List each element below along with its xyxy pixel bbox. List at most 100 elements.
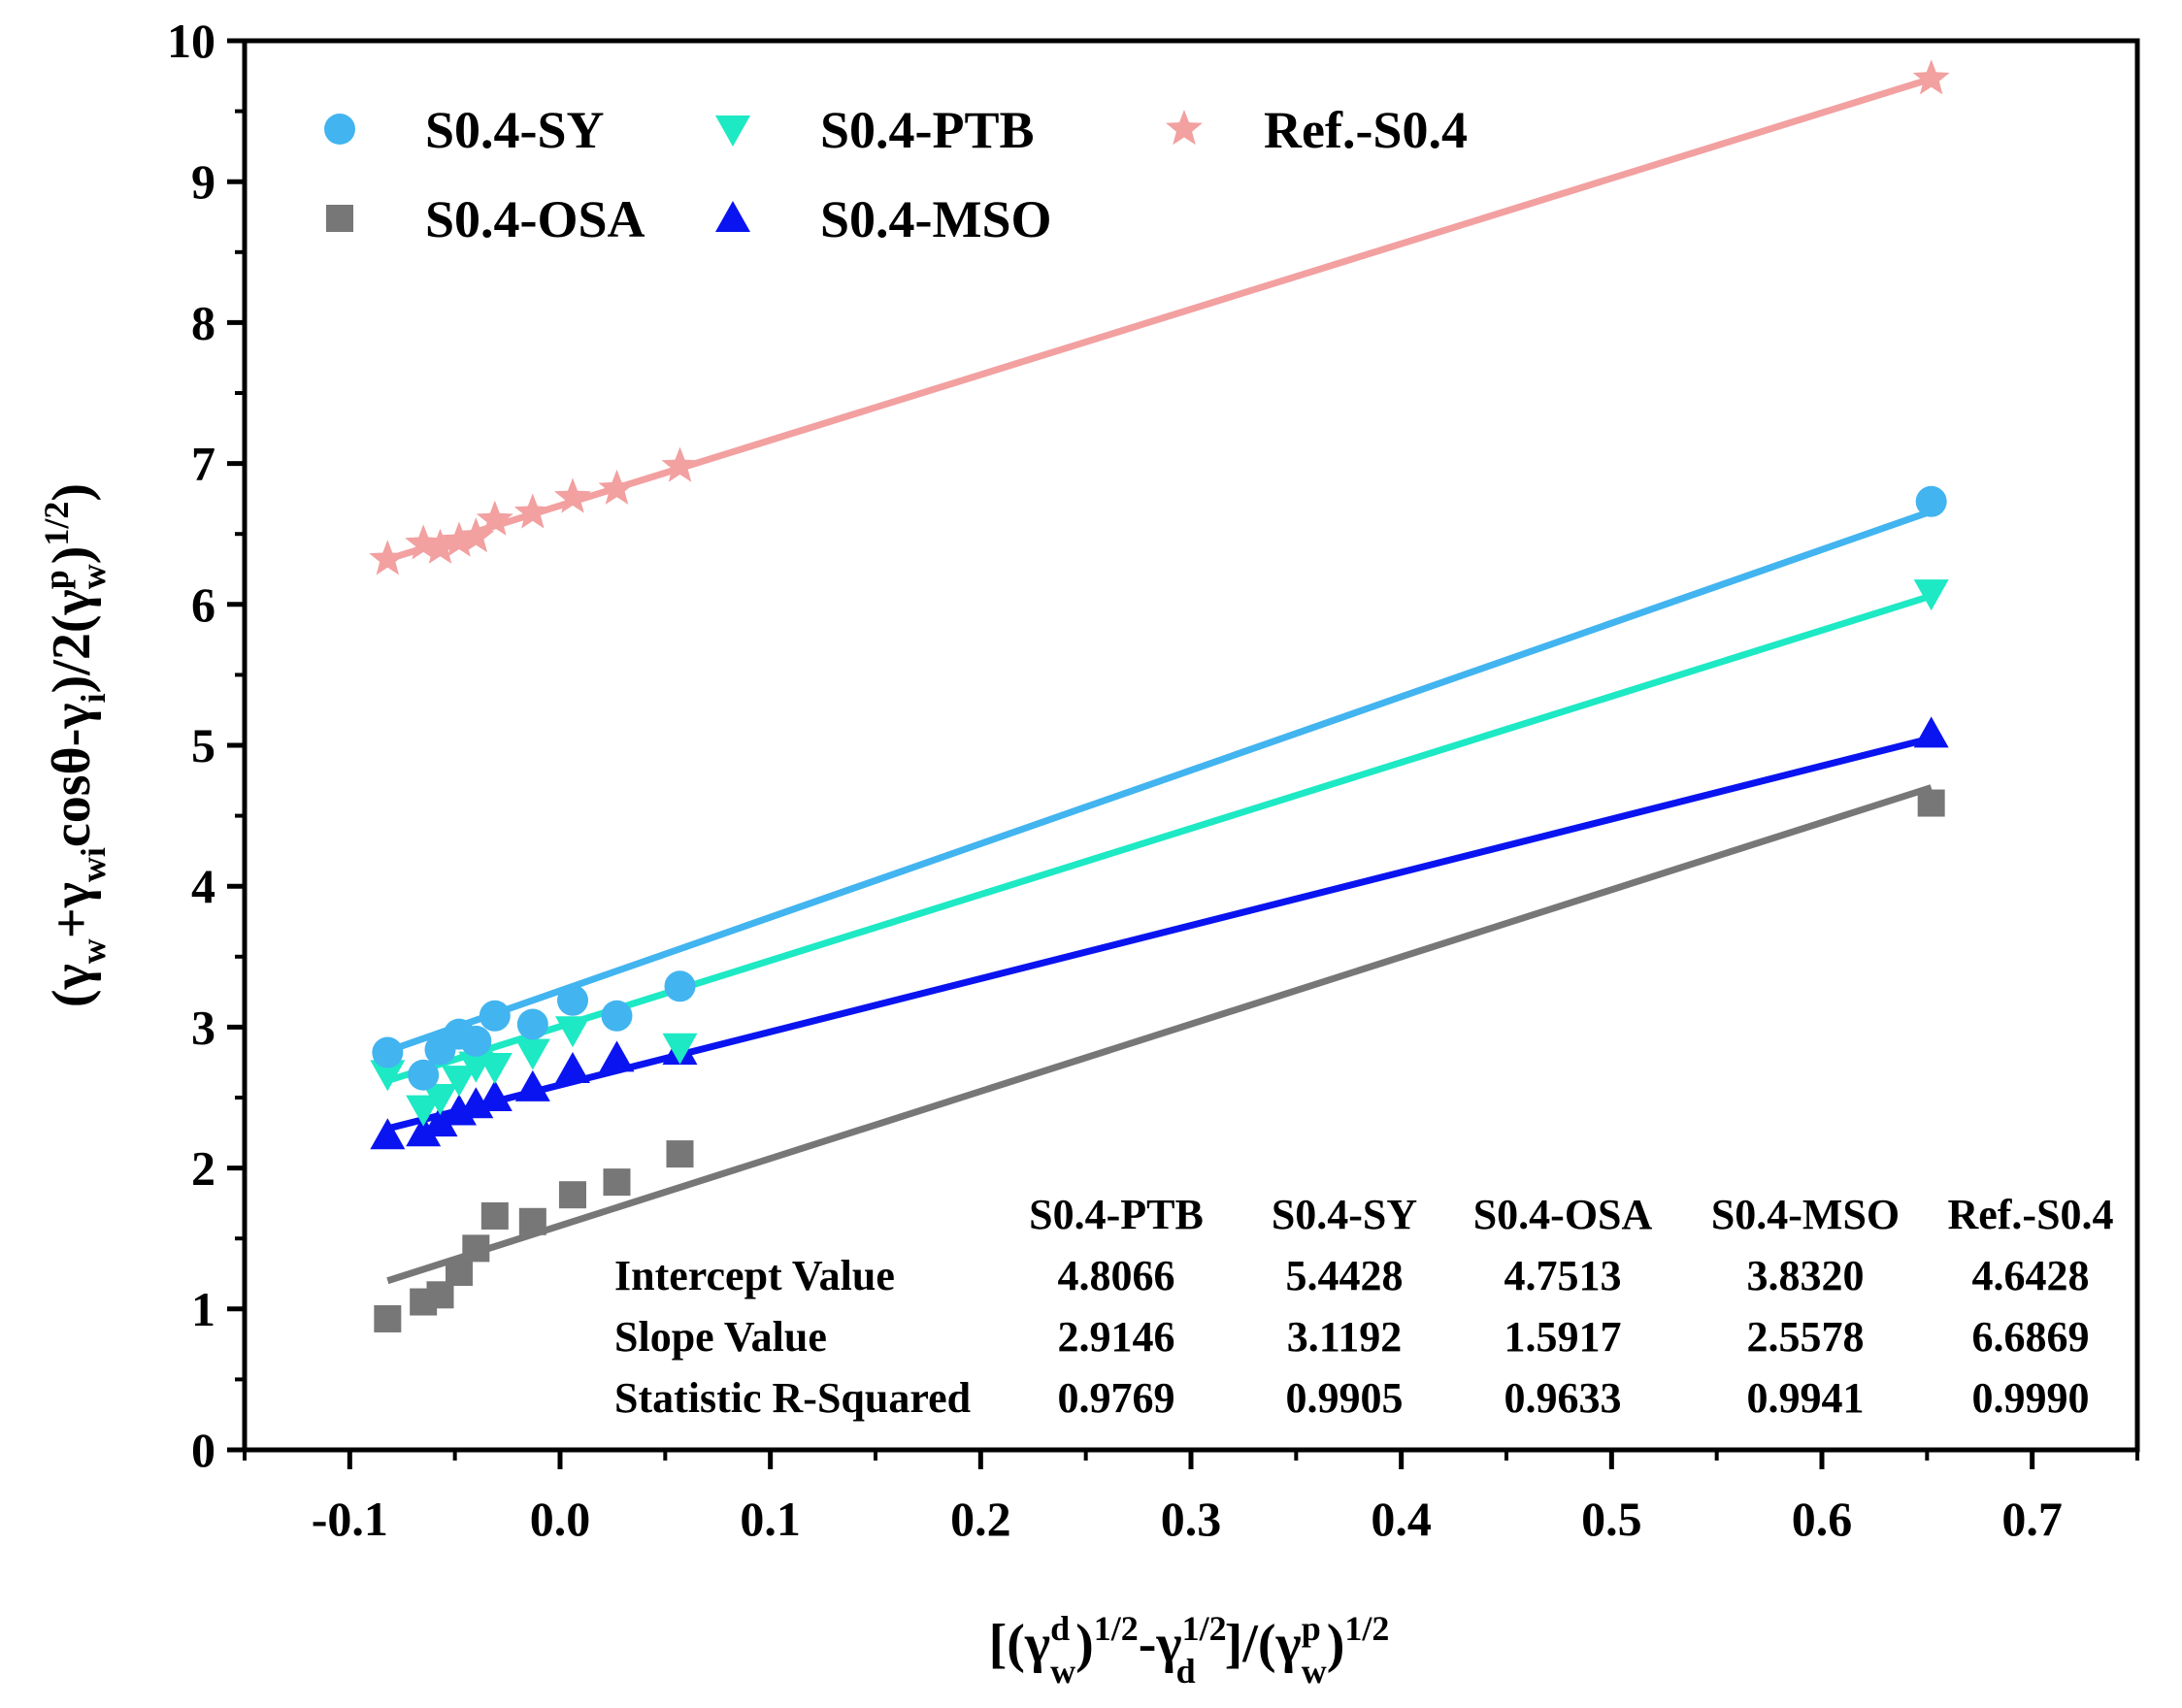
point-S0.4-SY bbox=[479, 1000, 511, 1032]
y-tick-label: 0 bbox=[191, 1423, 215, 1477]
table-cell: 0.9990 bbox=[1972, 1374, 2090, 1422]
point-S0.4-MSO bbox=[1913, 716, 1949, 748]
point-S0.4-PTB bbox=[1913, 579, 1949, 611]
point-S0.4-PTB bbox=[477, 1053, 512, 1085]
x-tick-label: 0.6 bbox=[1792, 1492, 1853, 1546]
point-S0.4-SY bbox=[664, 970, 696, 1002]
fit-line-S0.4-PTB bbox=[386, 592, 1933, 1084]
table-row-label: Statistic R-Squared bbox=[614, 1374, 971, 1422]
table-cell: 2.5578 bbox=[1747, 1313, 1865, 1361]
legend-marker-Ref.-S0.4 bbox=[1166, 110, 1203, 146]
x-tick-label: 0.0 bbox=[530, 1492, 591, 1546]
point-Ref.-S0.4 bbox=[554, 477, 591, 513]
y-axis-title: (γw+γwicosθ-γi)/2(γpw)1/2) bbox=[37, 483, 113, 1007]
point-Ref.-S0.4 bbox=[421, 528, 459, 564]
point-S0.4-SY bbox=[1915, 485, 1947, 517]
data-markers bbox=[369, 59, 1950, 1332]
table-cell: 4.8066 bbox=[1058, 1252, 1175, 1299]
point-Ref.-S0.4 bbox=[476, 500, 513, 536]
point-S0.4-SY bbox=[408, 1059, 440, 1091]
fit-line-S0.4-MSO bbox=[386, 735, 1933, 1133]
point-S0.4-SY bbox=[372, 1036, 404, 1068]
table-column-header: S0.4-PTB bbox=[1029, 1191, 1204, 1238]
point-S0.4-OSA bbox=[480, 1201, 509, 1230]
point-S0.4-PTB bbox=[370, 1060, 406, 1092]
point-S0.4-OSA bbox=[446, 1259, 473, 1287]
legend-label-S0.4-SY: S0.4-SY bbox=[425, 101, 605, 159]
point-S0.4-OSA bbox=[603, 1168, 631, 1197]
y-tick-label: 4 bbox=[191, 859, 215, 913]
point-Ref.-S0.4 bbox=[369, 540, 407, 575]
y-tick-label: 3 bbox=[191, 1000, 215, 1054]
x-tick-label: 0.1 bbox=[740, 1492, 801, 1546]
x-tick-label: 0.3 bbox=[1161, 1492, 1222, 1546]
table-column-header: Ref.-S0.4 bbox=[1947, 1191, 2113, 1238]
point-S0.4-OSA bbox=[374, 1304, 402, 1332]
legend-marker-S0.4-OSA bbox=[326, 205, 353, 232]
point-S0.4-MSO bbox=[514, 1069, 550, 1101]
table-column-header: S0.4-SY bbox=[1272, 1191, 1417, 1238]
point-Ref.-S0.4 bbox=[598, 469, 636, 505]
table-cell: 3.8320 bbox=[1747, 1252, 1865, 1299]
point-S0.4-PTB bbox=[406, 1095, 442, 1127]
table-cell: 4.6428 bbox=[1972, 1252, 2090, 1299]
table-row-label: Intercept Value bbox=[614, 1252, 895, 1299]
point-S0.4-OSA bbox=[666, 1140, 694, 1168]
x-tick-label: 0.7 bbox=[2001, 1492, 2063, 1546]
y-tick-label: 6 bbox=[191, 577, 215, 632]
y-tick-label: 9 bbox=[191, 154, 215, 209]
legend-marker-S0.4-PTB bbox=[715, 115, 750, 147]
table-cell: 0.9633 bbox=[1504, 1374, 1622, 1422]
point-S0.4-MSO bbox=[555, 1051, 590, 1083]
point-Ref.-S0.4 bbox=[1912, 59, 1950, 95]
point-S0.4-MSO bbox=[477, 1080, 512, 1111]
y-tick-label: 1 bbox=[191, 1282, 215, 1336]
point-S0.4-PTB bbox=[422, 1084, 458, 1115]
stats-table: S0.4-PTB S0.4-SY S0.4-OSA S0.4-MSO Ref.-S0.4… bbox=[614, 1191, 2114, 1422]
point-Ref.-S0.4 bbox=[457, 517, 495, 553]
x-tick-label: 0.5 bbox=[1581, 1492, 1642, 1546]
fit-lines bbox=[386, 75, 1933, 1285]
x-tick-label: -0.1 bbox=[312, 1492, 388, 1546]
table-cell: 0.9905 bbox=[1286, 1374, 1404, 1422]
point-S0.4-PTB bbox=[662, 1033, 698, 1065]
x-tick-label: 0.4 bbox=[1371, 1492, 1432, 1546]
point-S0.4-OSA bbox=[1917, 789, 1945, 817]
point-S0.4-OSA bbox=[559, 1181, 586, 1209]
legend-label-S0.4-PTB: S0.4-PTB bbox=[820, 101, 1035, 159]
fit-line-S0.4-OSA bbox=[386, 784, 1933, 1285]
table-cell: 1.5917 bbox=[1504, 1313, 1622, 1361]
legend-label-Ref.-S0.4: Ref.-S0.4 bbox=[1264, 101, 1468, 159]
table-column-header: S0.4-OSA bbox=[1473, 1191, 1653, 1238]
table-cell: 0.9941 bbox=[1747, 1374, 1865, 1422]
y-tick-label: 10 bbox=[167, 14, 215, 68]
table-cell: 6.6869 bbox=[1972, 1313, 2090, 1361]
legend-label-S0.4-OSA: S0.4-OSA bbox=[425, 190, 645, 248]
y-axis-ticks: 0 1 2 3 4 5 6 7 8 9 10 bbox=[167, 14, 245, 1477]
legend: S0.4-SY S0.4-PTB Ref.-S0.4 S0.4-OSA S0.4-MSO bbox=[324, 101, 1468, 248]
point-S0.4-SY bbox=[601, 1000, 633, 1032]
point-S0.4-OSA bbox=[462, 1234, 490, 1263]
point-S0.4-MSO bbox=[370, 1118, 406, 1150]
legend-marker-S0.4-SY bbox=[324, 114, 355, 145]
table-row-label: Slope Value bbox=[614, 1313, 827, 1361]
legend-label-S0.4-MSO: S0.4-MSO bbox=[820, 190, 1052, 248]
point-S0.4-SY bbox=[460, 1025, 492, 1057]
point-Ref.-S0.4 bbox=[513, 493, 551, 529]
fit-line-Ref.-S0.4 bbox=[386, 75, 1933, 563]
legend-marker-S0.4-MSO bbox=[715, 201, 750, 232]
x-axis-ticks: -0.1 0.0 0.1 0.2 0.3 0.4 0.5 0.6 0.7 bbox=[243, 1450, 2139, 1546]
point-S0.4-MSO bbox=[406, 1115, 442, 1147]
y-tick-label: 8 bbox=[191, 295, 215, 349]
y-tick-label: 2 bbox=[191, 1141, 215, 1196]
point-S0.4-MSO bbox=[422, 1105, 458, 1137]
table-cell: 5.4428 bbox=[1286, 1252, 1404, 1299]
y-tick-label: 5 bbox=[191, 718, 215, 772]
table-column-header: S0.4-MSO bbox=[1711, 1191, 1900, 1238]
table-cell: 0.9769 bbox=[1058, 1374, 1175, 1422]
table-cell: 4.7513 bbox=[1504, 1252, 1622, 1299]
point-S0.4-PTB bbox=[442, 1066, 477, 1098]
point-Ref.-S0.4 bbox=[441, 521, 478, 557]
point-S0.4-MSO bbox=[599, 1040, 635, 1072]
